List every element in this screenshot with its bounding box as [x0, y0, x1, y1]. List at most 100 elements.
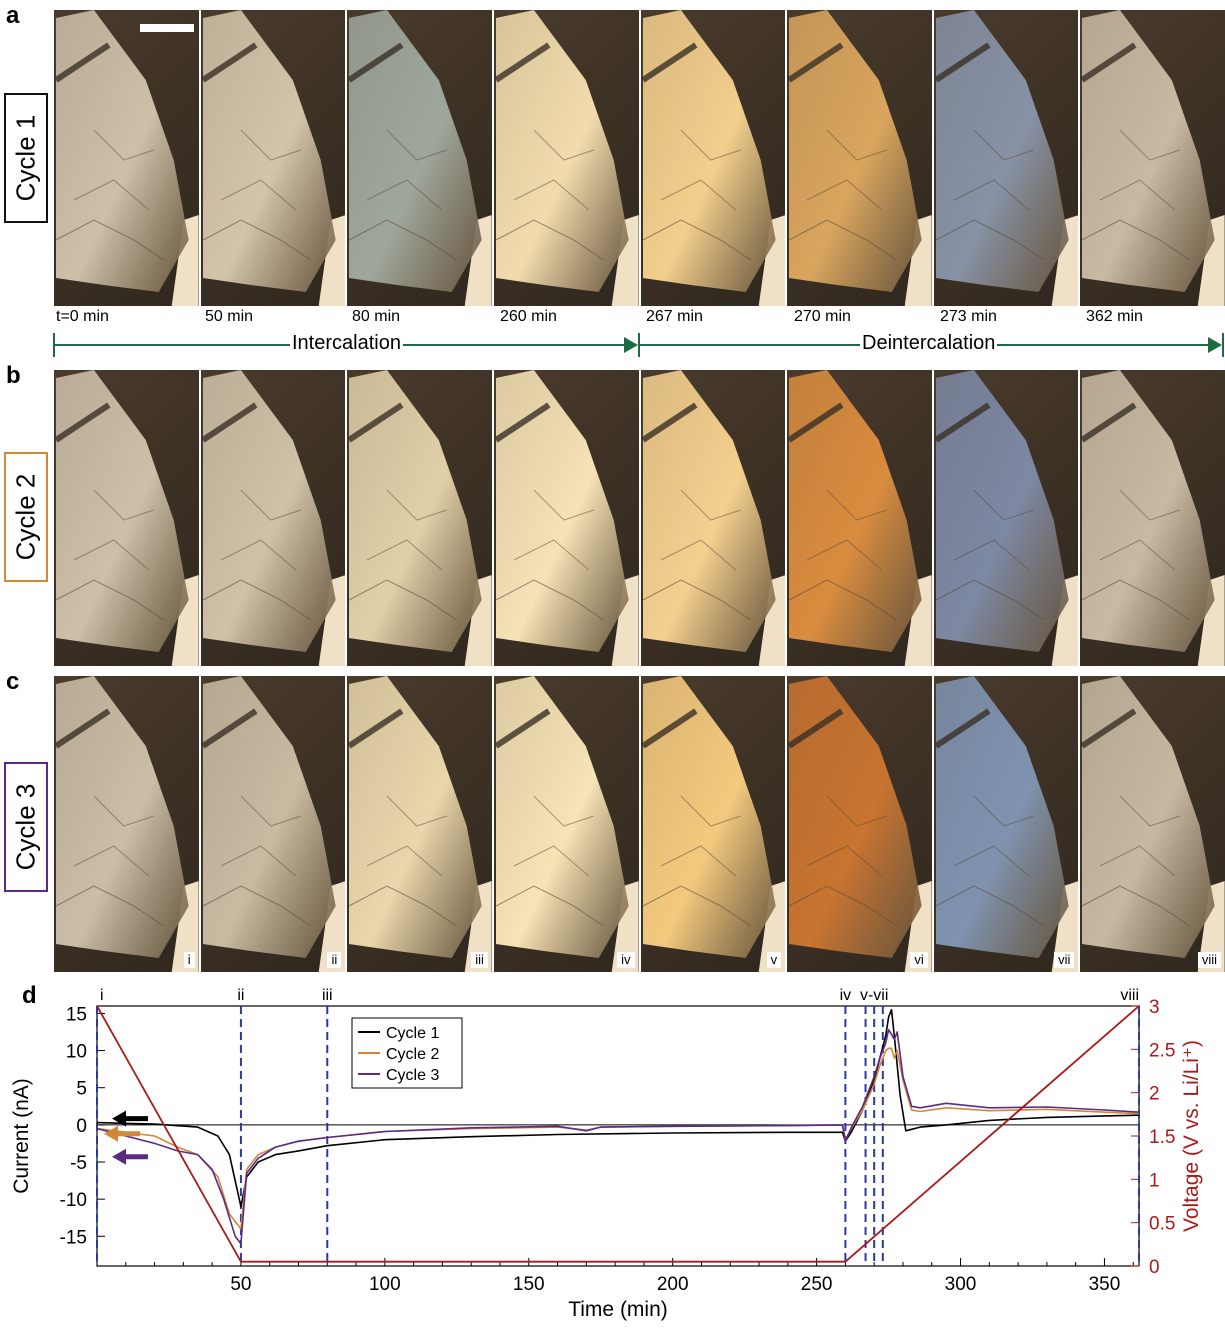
cycle-1-image-strip — [54, 10, 1225, 306]
phase-arrows — [53, 333, 1224, 357]
cycle-2-label-box: Cycle 2 — [4, 452, 48, 582]
flake — [789, 676, 922, 958]
flake — [935, 676, 1069, 958]
x-tick-label: 250 — [801, 1274, 833, 1295]
legend-label: Cycle 1 — [386, 1025, 439, 1042]
cycle-2-label: Cycle 2 — [10, 473, 41, 561]
panel-letter-d: d — [22, 982, 37, 1009]
x-axis-label: Time (min) — [568, 1298, 668, 1321]
x-tick-label: 150 — [513, 1274, 545, 1295]
micrograph-frame — [640, 10, 786, 306]
x-tick-label: 300 — [945, 1274, 977, 1295]
direction-arrow-head — [104, 1125, 118, 1142]
cycle-3-label-box: Cycle 3 — [4, 762, 48, 892]
micrograph-frame: vi — [787, 676, 932, 972]
micrograph-frame: viii — [1080, 676, 1225, 972]
micrograph-frame — [640, 370, 786, 666]
flake — [349, 676, 482, 958]
x-tick-label: 100 — [369, 1274, 401, 1295]
time-label-3: 80 min — [352, 308, 401, 325]
micrograph-frame — [347, 370, 492, 666]
micrograph-frame — [933, 10, 1079, 306]
micrograph-frame — [787, 10, 932, 306]
micrograph-frame: v — [640, 676, 786, 972]
flake — [789, 370, 922, 652]
micrograph-frame — [787, 370, 932, 666]
flake — [935, 10, 1069, 292]
micrograph-frame — [1080, 370, 1225, 666]
frame-numeral-8: viii — [1197, 952, 1221, 968]
direction-arrow-head — [112, 1110, 126, 1127]
flake — [642, 10, 776, 292]
frame-numeral-6: vi — [910, 952, 928, 968]
flake — [55, 10, 189, 292]
flake — [202, 370, 336, 652]
panel-letter-c: c — [6, 668, 20, 695]
frame-numeral-2: ii — [327, 952, 342, 968]
flake — [495, 370, 629, 652]
series-line — [96, 1047, 1140, 1230]
frame-numeral-4: iv — [617, 952, 635, 968]
series-line — [96, 1008, 1140, 1208]
time-label-5: 267 min — [646, 308, 703, 325]
plot-frame — [96, 1005, 1140, 1267]
direction-arrow-head — [112, 1148, 126, 1165]
micrograph-frame — [200, 10, 346, 306]
y-left-tick-label: -15 — [60, 1227, 87, 1248]
voltage-line — [96, 1005, 1140, 1263]
y-left-tick-label: 15 — [66, 1004, 87, 1025]
y-left-tick-label: 0 — [76, 1116, 87, 1137]
micrograph-frame — [1080, 10, 1225, 306]
y-left-tick-label: 10 — [66, 1042, 87, 1063]
marker-label: iv — [840, 987, 852, 1004]
time-label-1: t=0 min — [56, 308, 109, 325]
marker-label: i — [100, 987, 104, 1004]
flake — [55, 370, 189, 652]
y-left-tick-label: -10 — [60, 1190, 87, 1211]
cycle-1-label: Cycle 1 — [10, 114, 41, 202]
time-label-7: 273 min — [940, 308, 997, 325]
marker-label: v-vii — [860, 987, 888, 1004]
flake — [1082, 676, 1216, 958]
micrograph-frame — [347, 10, 492, 306]
micrograph-frame: ii — [200, 676, 346, 972]
flake — [202, 10, 336, 292]
marker-label: iii — [322, 987, 333, 1004]
flake — [642, 676, 776, 958]
micrograph-frame — [493, 10, 639, 306]
y-right-tick-label: 2 — [1149, 1084, 1160, 1105]
marker-label: ii — [237, 987, 244, 1004]
flake — [642, 370, 776, 652]
marker-label: viii — [1120, 987, 1139, 1004]
flake — [349, 370, 482, 652]
y-left-tick-label: 5 — [76, 1079, 87, 1100]
frame-numeral-7: vii — [1054, 952, 1075, 968]
flake — [202, 676, 336, 958]
x-tick-label: 50 — [230, 1274, 251, 1295]
flake — [789, 10, 922, 292]
series-line — [96, 1028, 1140, 1245]
flake — [935, 370, 1069, 652]
current-voltage-chart: 50 100 150 200 250 300 350151050-5-10-1500.511… — [10, 987, 1203, 1321]
y-right-tick-label: 1 — [1149, 1170, 1160, 1191]
y-right-tick-label: 3 — [1149, 997, 1160, 1018]
micrograph-frame: iii — [347, 676, 492, 972]
panel-letter-a: a — [6, 2, 20, 29]
cycle-2-image-strip — [54, 370, 1225, 666]
flake — [1082, 370, 1216, 652]
y-right-axis-label: Voltage (V vs. Li/Li⁺) — [1180, 1040, 1203, 1232]
micrograph-frame — [200, 370, 346, 666]
y-right-tick-label: 0.5 — [1149, 1214, 1175, 1235]
time-label-6: 270 min — [794, 308, 851, 325]
micrograph-frame — [493, 370, 639, 666]
micrograph-frame: i — [54, 676, 199, 972]
flake — [349, 10, 482, 292]
y-left-axis-label: Current (nA) — [10, 1078, 33, 1194]
phase-arrow-deintercalation-head — [1208, 337, 1222, 353]
y-right-tick-label: 0 — [1149, 1257, 1160, 1278]
cycle-1-label-box: Cycle 1 — [4, 93, 48, 223]
micrograph-frame — [933, 370, 1079, 666]
flake — [55, 676, 189, 958]
time-label-8: 362 min — [1086, 308, 1143, 325]
micrograph-frame — [54, 10, 199, 306]
